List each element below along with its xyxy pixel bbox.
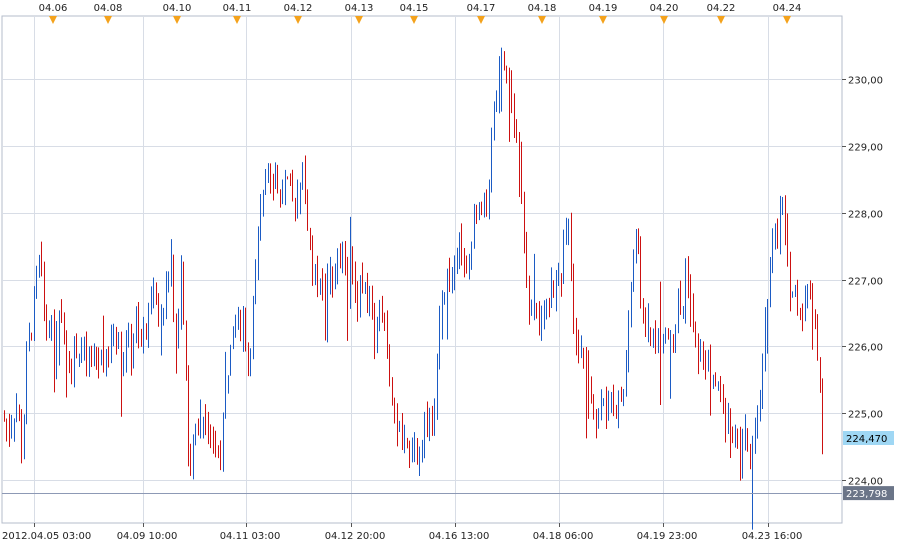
x-tick-label: 04.16 13:00: [429, 531, 490, 542]
date-marker-triangle: [538, 16, 546, 24]
date-marker-label: 04.08: [94, 3, 123, 14]
date-marker-triangle: [477, 16, 485, 24]
date-marker-triangle: [173, 16, 181, 24]
date-markers: 04.06 04.08 04.10 04.11 04.12 04.13 04.15 04.17…: [39, 3, 802, 24]
date-marker-label: 04.10: [163, 3, 192, 14]
date-marker-triangle: [49, 16, 57, 24]
y-tick-label: 226,00: [848, 343, 883, 354]
date-marker-label: 04.20: [650, 3, 679, 14]
date-marker-label: 04.24: [773, 3, 802, 14]
date-marker-label: 04.22: [707, 3, 736, 14]
price-bars: [2, 47, 842, 530]
date-marker-triangle: [410, 16, 418, 24]
date-marker-label: 04.18: [528, 3, 557, 14]
date-marker-label: 04.06: [39, 3, 68, 14]
date-marker-triangle: [104, 16, 112, 24]
reference-price-tag: [843, 486, 894, 501]
date-marker-triangle: [660, 16, 668, 24]
x-tick-label: 2012.04.05 03:00: [2, 531, 91, 542]
current-price-tag: [843, 431, 894, 445]
axes: 224,00 225,00 226,00 227,00 228,00 229,00 230,…: [2, 76, 894, 542]
x-tick-label: 04.18 06:00: [533, 531, 594, 542]
date-marker-label: 04.12: [284, 3, 313, 14]
grid: [2, 16, 842, 523]
date-marker-triangle: [599, 16, 607, 24]
date-marker-label: 04.17: [467, 3, 496, 14]
date-marker-label: 04.11: [223, 3, 252, 14]
x-tick-label: 04.12 20:00: [325, 531, 386, 542]
date-marker-triangle: [717, 16, 725, 24]
date-marker-triangle: [294, 16, 302, 24]
plot-area: [1, 15, 843, 524]
date-marker-triangle: [233, 16, 241, 24]
y-tick-label: 228,00: [848, 210, 883, 221]
x-tick-label: 04.23 16:00: [742, 531, 803, 542]
x-tick-label: 04.19 23:00: [637, 531, 698, 542]
y-tick-label: 224,00: [848, 477, 883, 488]
y-tick-label: 227,00: [848, 277, 883, 288]
date-marker-triangle: [783, 16, 791, 24]
reference-price-label: 223,798: [846, 489, 887, 500]
current-price-label: 224,470: [846, 434, 887, 445]
y-tick-label: 229,00: [848, 143, 883, 154]
date-marker-label: 04.15: [400, 3, 429, 14]
x-tick-label: 04.09 10:00: [117, 531, 178, 542]
x-tick-label: 04.11 03:00: [220, 531, 281, 542]
y-tick-label: 225,00: [848, 410, 883, 421]
y-tick-label: 230,00: [848, 76, 883, 87]
date-marker-triangle: [355, 16, 363, 24]
date-marker-label: 04.19: [589, 3, 618, 14]
date-marker-label: 04.13: [345, 3, 374, 14]
